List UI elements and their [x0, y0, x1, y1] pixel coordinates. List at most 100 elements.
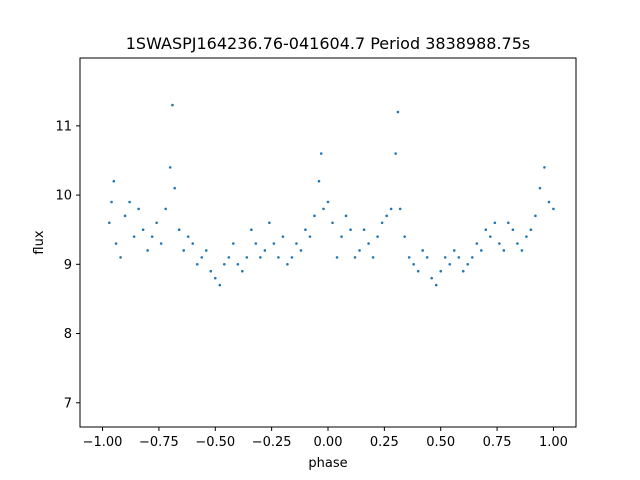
data-point — [416, 269, 420, 273]
data-point — [552, 207, 555, 211]
data-point — [308, 235, 312, 238]
data-point — [475, 242, 479, 245]
data-point — [168, 166, 172, 169]
data-point — [430, 276, 434, 280]
data-point — [452, 249, 456, 252]
x-tick-label: −1.00 — [83, 435, 123, 450]
data-point — [204, 249, 208, 252]
y-tick-label: 7 — [64, 396, 72, 411]
data-point — [543, 166, 546, 169]
data-point — [155, 221, 158, 225]
x-tick-label: 0.50 — [426, 435, 455, 450]
x-tick-label: −0.75 — [139, 435, 179, 450]
scatter-points — [108, 103, 555, 287]
data-point — [340, 235, 343, 238]
data-point — [263, 249, 267, 252]
data-point — [457, 256, 461, 259]
data-point — [222, 263, 226, 266]
data-point — [171, 103, 174, 107]
data-point — [268, 221, 271, 225]
x-tick-label: 0.75 — [483, 435, 512, 450]
data-point — [128, 200, 131, 204]
data-point — [295, 242, 298, 245]
data-point — [349, 228, 352, 231]
data-point — [191, 242, 195, 245]
data-point — [281, 235, 285, 238]
data-point — [319, 152, 323, 155]
data-point — [123, 214, 127, 218]
data-point — [159, 242, 163, 245]
data-point — [434, 283, 438, 287]
data-point — [425, 256, 429, 259]
data-point — [376, 235, 379, 238]
data-point — [470, 256, 474, 259]
x-axis-ticks: −1.00 −0.75 −0.50 −0.25 0.00 0.25 0.50 0.75 1.00 — [83, 427, 568, 450]
data-point — [344, 214, 348, 218]
x-axis-label: phase — [308, 456, 347, 471]
data-point — [489, 235, 492, 238]
data-point — [529, 228, 533, 231]
x-tick-label: −0.50 — [195, 435, 235, 450]
data-point — [241, 269, 244, 273]
data-point — [331, 221, 334, 225]
data-point — [173, 186, 176, 190]
data-point — [232, 242, 235, 245]
data-point — [380, 221, 384, 225]
data-point — [398, 207, 402, 211]
data-point — [389, 207, 393, 211]
y-tick-label: 9 — [64, 258, 72, 273]
data-point — [209, 269, 213, 273]
data-point — [443, 256, 447, 259]
data-point — [394, 152, 397, 155]
data-point — [396, 110, 400, 114]
x-tick-label: 0.25 — [370, 435, 399, 450]
y-axis-label: flux — [32, 230, 47, 254]
data-point — [182, 249, 186, 252]
data-point — [218, 283, 222, 287]
data-point — [507, 221, 510, 225]
data-point — [272, 242, 276, 245]
x-tick-label: 0.00 — [314, 435, 343, 450]
data-point — [358, 249, 361, 252]
data-point — [335, 256, 339, 259]
data-point — [448, 263, 452, 266]
data-point — [108, 221, 111, 225]
y-tick-label: 10 — [55, 189, 72, 204]
data-point — [313, 214, 316, 218]
data-point — [259, 256, 262, 259]
data-point — [461, 269, 465, 273]
data-point — [547, 200, 551, 204]
data-point — [245, 256, 249, 259]
data-point — [137, 207, 140, 211]
data-point — [119, 256, 122, 259]
data-point — [200, 256, 204, 259]
data-point — [150, 235, 154, 238]
data-point — [164, 207, 167, 211]
data-point — [236, 263, 240, 266]
data-point — [227, 256, 231, 259]
data-point — [480, 249, 483, 252]
data-point — [493, 221, 497, 225]
data-point — [110, 200, 113, 204]
data-point — [146, 249, 149, 252]
data-point — [367, 242, 370, 245]
data-point — [484, 228, 488, 231]
data-point — [304, 228, 307, 231]
data-point — [412, 263, 415, 266]
data-point — [534, 214, 537, 218]
data-point — [299, 249, 303, 252]
data-point — [421, 249, 424, 252]
data-point — [353, 256, 357, 259]
data-point — [250, 228, 253, 231]
data-point — [498, 242, 501, 245]
x-tick-label: −0.25 — [252, 435, 292, 450]
y-tick-label: 11 — [55, 119, 72, 134]
data-point — [520, 249, 524, 252]
data-point — [362, 228, 366, 231]
data-point — [195, 263, 199, 266]
data-point — [466, 263, 470, 266]
data-point — [112, 179, 116, 183]
data-point — [538, 186, 542, 190]
